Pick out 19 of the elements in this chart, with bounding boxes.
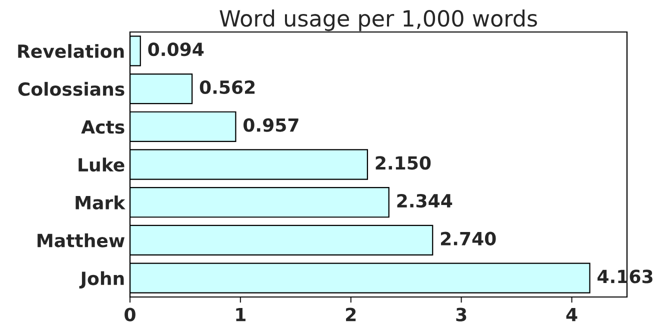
y-tick-label: Colossians <box>18 82 124 96</box>
data-label: 0.094 <box>148 42 204 56</box>
x-tick-label: 1 <box>236 308 246 322</box>
y-tick-label: Revelation <box>18 44 124 58</box>
x-tick-label: 2 <box>346 308 356 322</box>
y-tick-label: John <box>79 271 124 289</box>
data-label: 0.562 <box>200 80 255 94</box>
data-label: 2.740 <box>440 232 496 246</box>
y-tick-label: Mark <box>76 195 126 210</box>
y-tick-label: Matthew <box>38 233 125 248</box>
x-tick-label: 4 <box>566 308 578 322</box>
y-tick-label: Acts <box>81 120 124 134</box>
data-label: 2.344 <box>397 194 452 208</box>
x-tick-label: 0 <box>124 308 136 322</box>
x-tick-label: 3 <box>456 308 466 322</box>
chart-title: Word usage per 1,000 words <box>220 10 537 32</box>
y-tick-label: Luke <box>78 158 124 172</box>
data-label: 0.957 <box>244 118 298 132</box>
data-label: 2.150 <box>376 156 431 170</box>
